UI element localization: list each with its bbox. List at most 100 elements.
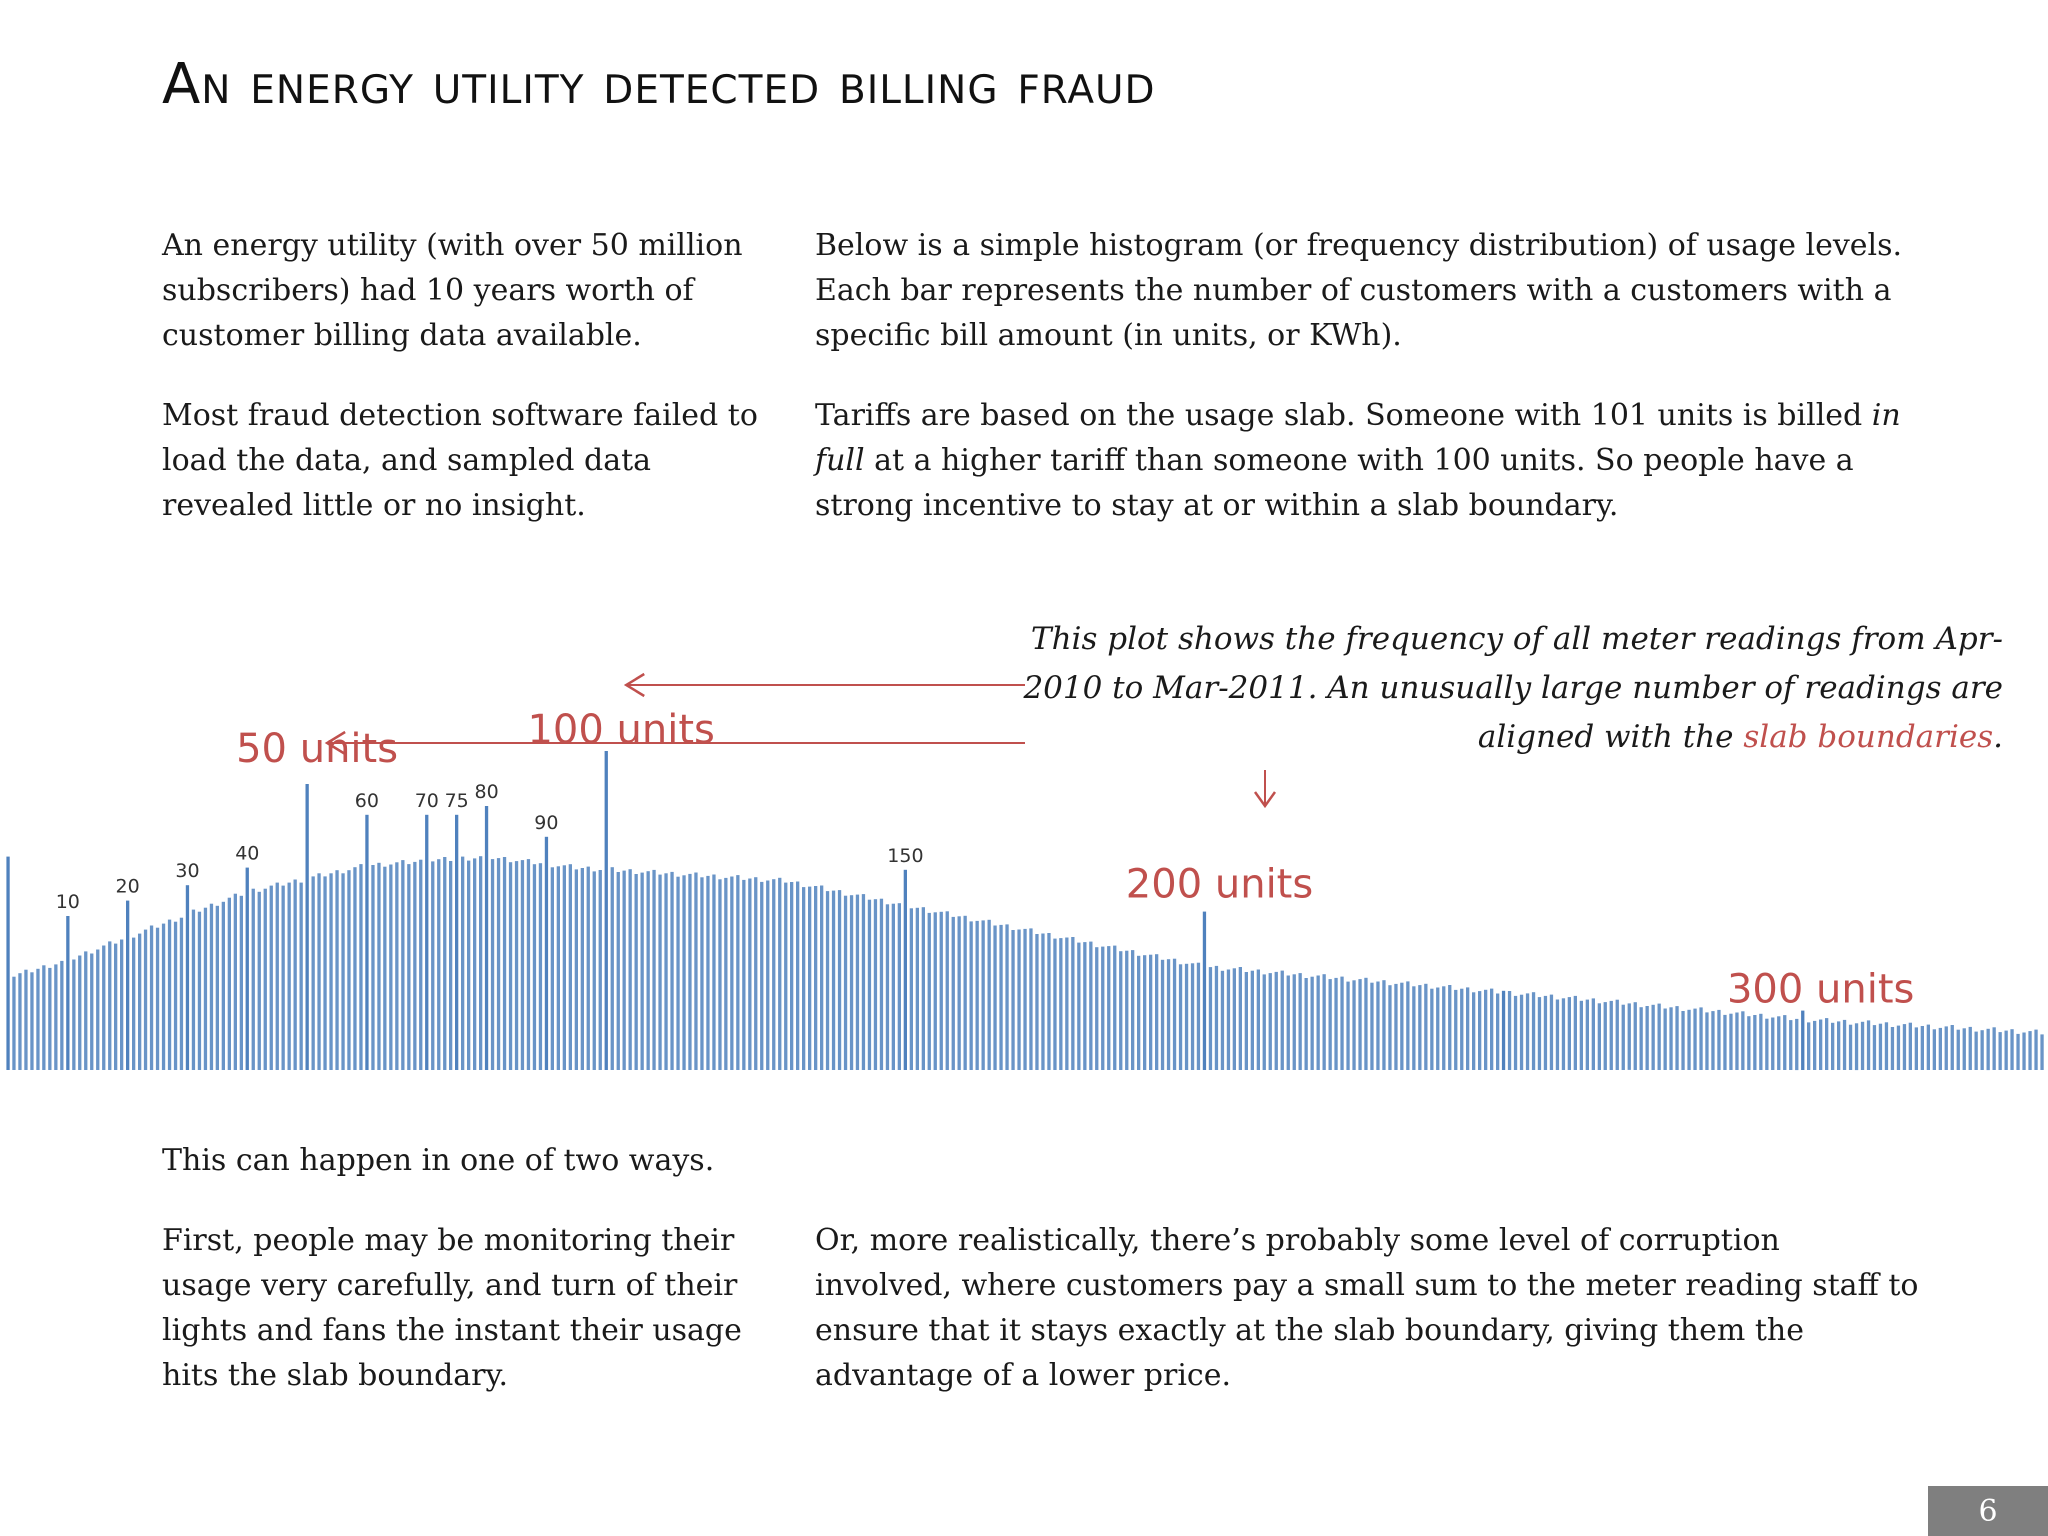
histogram-bar [1866,1020,1871,1070]
page-title: An energy utility detected billing fraud [162,52,1156,117]
histogram-bar [1340,976,1344,1070]
histogram-bar [861,894,866,1070]
histogram-bar [1232,968,1236,1070]
histogram-bar [335,870,339,1070]
histogram-bar [939,911,943,1070]
histogram-bar [173,921,178,1070]
histogram-bar [1729,1013,1733,1070]
histogram-bar [682,875,686,1070]
histogram-bar [203,907,208,1070]
histogram-bar [1854,1023,1859,1071]
page-number: 6 [1928,1486,2048,1536]
histogram-bar [802,887,806,1070]
histogram-bar [921,907,925,1070]
annotation-label: 100 units [527,707,714,753]
histogram-bar [514,861,519,1070]
histogram-bar [496,858,501,1070]
histogram-bar [1543,995,1548,1070]
histogram-bar [1549,994,1554,1070]
histogram-bar [1430,988,1434,1070]
histogram-bar [778,877,782,1070]
histogram-bar [1693,1008,1697,1070]
histogram-bar [772,879,776,1070]
histogram-bar [556,866,560,1070]
histogram-bar [628,869,632,1070]
histogram-bar [1753,1015,1757,1070]
histogram-bar [712,874,716,1070]
intro-left-paragraph-2: Most fraud detection software failed to … [162,393,762,528]
histogram-bar [1316,975,1320,1070]
caption-highlight: slab boundaries [1743,719,1994,755]
histogram-bar [245,867,249,1070]
histogram-bar [431,861,435,1070]
histogram-bar [1944,1026,1948,1070]
histogram-bar [1663,1008,1667,1070]
histogram-bar [568,864,572,1070]
histogram-bar [347,870,351,1070]
histogram-bar [2040,1034,2044,1070]
tariff-emphasis: in full [815,398,1901,478]
histogram-bar [676,876,680,1070]
histogram-bar [1962,1028,1966,1070]
histogram-bar [215,905,219,1070]
histogram-bar [6,856,10,1070]
histogram-bar [742,879,746,1070]
histogram-bar [96,949,100,1070]
histogram-bar [867,899,872,1070]
histogram-bar [1346,981,1350,1070]
histogram-bar [706,875,710,1070]
tick-label: 70 [415,790,439,812]
histogram-bar [143,929,148,1070]
histogram-bar [1603,1002,1607,1070]
histogram-bar [1651,1004,1655,1070]
histogram-bar [281,885,285,1070]
histogram-bar [1149,954,1153,1070]
outro-lead-paragraph: This can happen in one of two ways. [162,1138,762,1183]
histogram-bar [1370,982,1374,1070]
histogram-bar [1848,1024,1853,1070]
caption-end: . [1993,719,2003,755]
tick-label: 40 [235,843,259,865]
tick-label: 30 [175,860,199,882]
histogram-bar [1842,1019,1847,1070]
histogram-bar [1914,1027,1918,1070]
histogram-bar [1442,986,1446,1070]
histogram-bar [12,976,16,1070]
histogram-bar [1837,1021,1841,1070]
histogram-bar [1005,924,1009,1070]
intro-right-text-2: Tariffs are based on the usage slab. Som… [815,393,1925,528]
intro-left-paragraph-1: An energy utility (with over 50 million … [162,223,762,358]
histogram-bar [1998,1032,2002,1070]
histogram-bar [383,866,387,1070]
histogram-bar [72,959,76,1070]
histogram-bar [1825,1018,1829,1070]
histogram-bar [1119,951,1123,1070]
histogram-bar [1555,999,1560,1070]
histogram-bar [1490,988,1494,1070]
outro-left-text: First, people may be monitoring their us… [162,1223,742,1393]
histogram-bar [484,806,489,1070]
histogram-bar [1250,970,1254,1070]
histogram-bar [574,869,578,1070]
tick-label: 75 [445,790,469,812]
histogram-bar [1334,977,1338,1070]
histogram-bar [532,864,537,1070]
intro-left-text-1: An energy utility (with over 50 million … [162,228,743,353]
histogram-bar [1507,991,1512,1070]
tick-label: 60 [355,790,379,812]
caption-text: This plot shows the frequency of all met… [1023,621,2003,755]
histogram-bar [1244,972,1248,1070]
histogram-bar [1310,976,1314,1070]
histogram-bar [837,890,842,1070]
histogram-bar [1597,1003,1601,1070]
histogram-bar [598,870,602,1070]
outro-left-paragraph: First, people may be monitoring their us… [162,1218,762,1398]
histogram-bar [1071,937,1075,1070]
outro-right-text: Or, more realistically, there’s probably… [815,1223,1919,1393]
histogram-bar [329,873,333,1070]
histogram-bar [1406,981,1410,1070]
histogram-bar [1412,986,1416,1070]
histogram-bar [1220,970,1225,1070]
histogram-bar [2004,1030,2008,1070]
histogram-bar [975,920,979,1070]
